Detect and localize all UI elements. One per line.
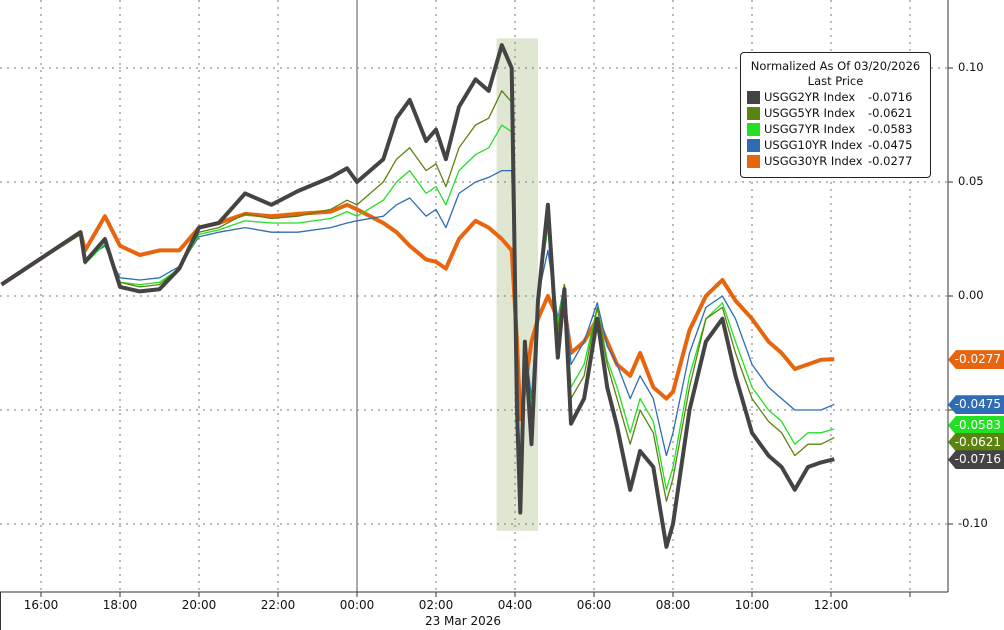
x-tick-label: 20:00 — [181, 598, 217, 612]
series-line-usgg30yr — [0, 202, 835, 422]
x-tick-label: 22:00 — [260, 598, 296, 612]
legend-swatch — [747, 106, 760, 120]
legend-series-value: -0.0716 — [868, 90, 913, 104]
legend-series-value: -0.0621 — [868, 106, 913, 120]
y-tick-label: 0.00 — [958, 288, 984, 302]
x-tick-label: 06:00 — [576, 598, 612, 612]
legend-series-name: USGG30YR Index — [764, 154, 863, 168]
last-value-tag: -0.0716 — [948, 450, 1004, 470]
legend-series-name: USGG2YR Index — [764, 90, 856, 104]
last-value-tag: -0.0475 — [948, 395, 1004, 415]
legend-swatch — [747, 154, 760, 168]
y-tick-label: 0.05 — [958, 174, 984, 188]
legend-subtitle: Last Price — [807, 74, 864, 88]
last-value-tag: -0.0277 — [948, 350, 1004, 370]
x-tick-label: 04:00 — [497, 598, 533, 612]
legend-series-name: USGG10YR Index — [764, 138, 863, 152]
x-tick-label: 08:00 — [655, 598, 691, 612]
legend-title: Normalized As Of 03/20/2026 — [750, 59, 921, 73]
legend-item: USGG2YR Index -0.0716 — [747, 89, 924, 105]
x-tick-label: 02:00 — [418, 598, 454, 612]
legend-swatch — [747, 122, 760, 136]
legend-series-value: -0.0583 — [868, 122, 913, 136]
series-line-usgg7yr — [1, 124, 835, 491]
legend-series-value: -0.0277 — [868, 154, 913, 168]
series-line-usgg2yr — [0, 43, 835, 549]
legend-item: USGG5YR Index -0.0621 — [747, 105, 924, 121]
series-line-usgg10yr — [1, 169, 835, 480]
legend: Normalized As Of 03/20/2026 Last Price U… — [740, 52, 931, 178]
last-value-tag: -0.0621 — [948, 432, 1004, 452]
legend-item: USGG30YR Index -0.0277 — [747, 153, 924, 169]
last-value-tag: -0.0583 — [948, 415, 1004, 435]
y-tick-label: -0.10 — [958, 516, 988, 530]
legend-series-value: -0.0475 — [868, 138, 913, 152]
x-tick-label: 10:00 — [734, 598, 770, 612]
legend-swatch — [747, 138, 760, 152]
legend-item: USGG10YR Index -0.0475 — [747, 137, 924, 153]
legend-series-name: USGG5YR Index — [764, 106, 856, 120]
y-tick-label: 0.10 — [958, 60, 984, 74]
legend-series-name: USGG7YR Index — [764, 122, 856, 136]
x-tick-label: 12:00 — [813, 598, 849, 612]
x-tick-label: 16:00 — [23, 598, 59, 612]
x-tick-label: 00:00 — [339, 598, 375, 612]
legend-item: USGG7YR Index -0.0583 — [747, 121, 924, 137]
x-tick-label: 18:00 — [102, 598, 138, 612]
date-label: 23 Mar 2026 — [424, 614, 502, 628]
legend-swatch — [747, 90, 760, 104]
